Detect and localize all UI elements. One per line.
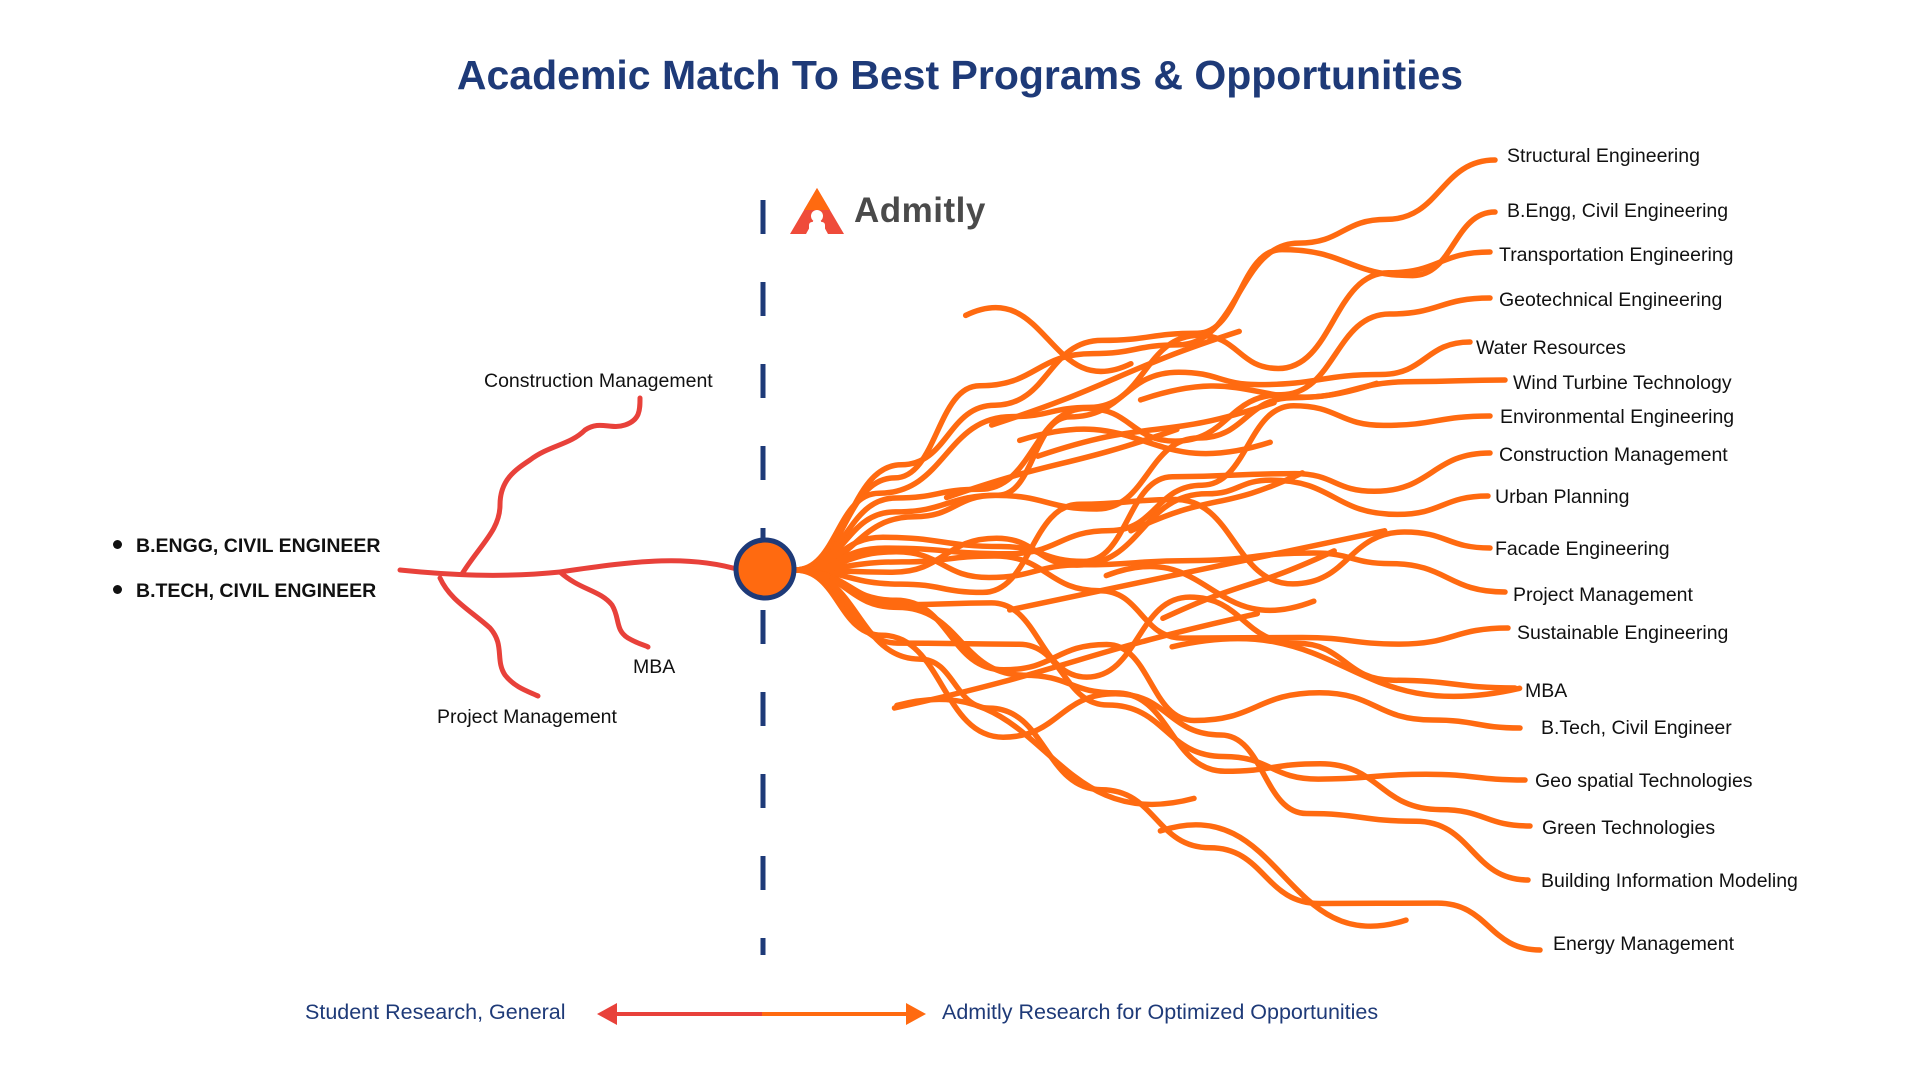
legend-left-label: Student Research, General bbox=[305, 1000, 566, 1024]
crossing-strand bbox=[1128, 470, 1306, 534]
admitly-logo-icon bbox=[790, 188, 844, 234]
opportunity-branch bbox=[792, 477, 1491, 575]
crossing-strand bbox=[1169, 635, 1523, 700]
opportunity-label: Structural Engineering bbox=[1507, 145, 1700, 167]
crossing-strand bbox=[1103, 563, 1317, 614]
general-branch-project-management bbox=[437, 575, 541, 699]
opportunity-label: Green Technologies bbox=[1542, 817, 1716, 839]
opportunity-label: Sustainable Engineering bbox=[1517, 622, 1729, 644]
degree-item: B.ENGG, CIVIL ENGINEER bbox=[113, 535, 381, 558]
general-option-project-management: Project Management bbox=[437, 706, 617, 728]
crossing-strand bbox=[894, 696, 1197, 808]
opportunity-label: Geotechnical Engineering bbox=[1499, 289, 1723, 311]
opportunity-label: Wind Turbine Technology bbox=[1513, 372, 1732, 394]
opportunity-label: Project Management bbox=[1513, 584, 1693, 606]
legend-arrow-left-head bbox=[597, 1003, 617, 1025]
opportunity-label: Energy Management bbox=[1553, 933, 1735, 955]
crossing-strand bbox=[1160, 548, 1337, 622]
opportunity-branch bbox=[792, 567, 1528, 783]
opportunity-branch bbox=[792, 339, 1473, 573]
opportunity-label: Building Information Modeling bbox=[1541, 870, 1798, 892]
opportunity-label: Urban Planning bbox=[1495, 486, 1630, 508]
opportunity-label: Water Resources bbox=[1476, 337, 1626, 359]
general-option-construction-management: Construction Management bbox=[484, 370, 713, 392]
page-title: Academic Match To Best Programs & Opport… bbox=[456, 52, 1464, 98]
brand-name: Admitly bbox=[854, 191, 986, 230]
general-option-mba: MBA bbox=[633, 656, 676, 678]
opportunity-label: Geo spatial Technologies bbox=[1535, 770, 1753, 792]
brand-logo: Admitly bbox=[788, 186, 986, 236]
bullet-dot bbox=[113, 540, 122, 550]
crossing-strand bbox=[1035, 399, 1277, 459]
legend-right-label: Admitly Research for Optimized Opportuni… bbox=[942, 1000, 1379, 1024]
general-trunk bbox=[397, 558, 743, 578]
crossing-strand bbox=[1137, 380, 1380, 403]
legend-arrow bbox=[597, 1003, 926, 1025]
opportunity-branch bbox=[792, 157, 1498, 573]
degree-item: B.TECH, CIVIL ENGINEER bbox=[113, 580, 376, 603]
opportunity-branch bbox=[792, 295, 1493, 573]
opportunity-label: Environmental Engineering bbox=[1500, 406, 1735, 428]
match-hub bbox=[733, 537, 797, 601]
general-research-tree bbox=[397, 395, 743, 699]
opportunity-branch bbox=[792, 249, 1493, 573]
opportunity-branch bbox=[792, 549, 1508, 595]
crossing-strand bbox=[962, 305, 1134, 375]
opportunity-branch bbox=[792, 567, 1543, 953]
opportunity-branch bbox=[792, 450, 1493, 573]
opportunity-branch bbox=[792, 567, 1533, 829]
opportunity-branch bbox=[792, 567, 1523, 731]
crossing-strand bbox=[988, 328, 1242, 428]
opportunity-branch bbox=[792, 567, 1531, 883]
opportunity-branch bbox=[792, 402, 1493, 573]
opportunity-label: Construction Management bbox=[1499, 444, 1728, 466]
general-branch-construction-management bbox=[459, 395, 643, 577]
opportunity-label: MBA bbox=[1525, 680, 1568, 702]
general-branch-mba bbox=[557, 569, 651, 650]
crossing-strand bbox=[1157, 822, 1409, 929]
opportunity-label: Facade Engineering bbox=[1495, 538, 1670, 560]
crossing-strand bbox=[943, 426, 1180, 501]
opportunity-label: B.Engg, Civil Engineering bbox=[1507, 200, 1729, 222]
opportunity-label: Transportation Engineering bbox=[1499, 244, 1734, 266]
crossing-strand bbox=[891, 610, 1261, 711]
opportunity-label: B.Tech, Civil Engineer bbox=[1541, 717, 1732, 739]
opportunity-branch bbox=[792, 496, 1493, 596]
crossing-strand bbox=[1006, 528, 1388, 613]
optimized-opportunities-tree bbox=[792, 157, 1543, 953]
bullet-dot bbox=[113, 585, 122, 595]
legend-arrow-right-head bbox=[906, 1003, 926, 1025]
opportunity-branch bbox=[792, 553, 1511, 647]
